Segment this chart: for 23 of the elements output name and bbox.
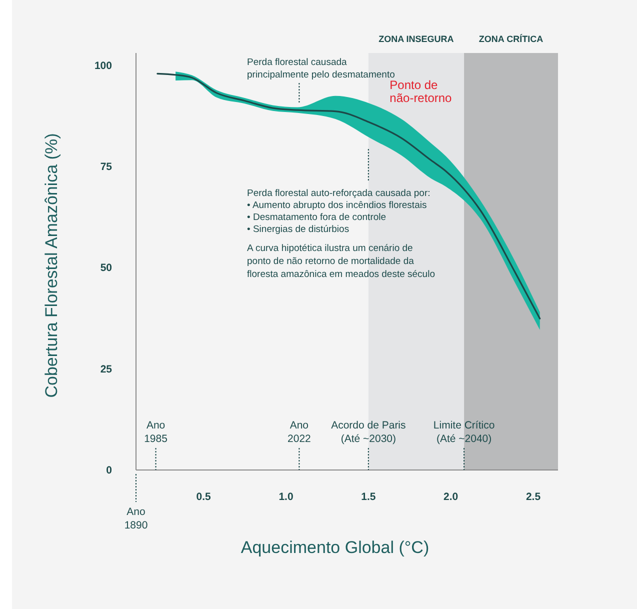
y-tick-label: 50	[100, 262, 112, 274]
x-tick-label: 2.5	[526, 491, 541, 503]
x-tick-label: 1.5	[361, 491, 376, 503]
annotation: Perda florestal auto-reforçada causada por: • Aumento abrupto dos incêndios florestais • Desmatamento fora de controle • Sinergias de distúrbios	[247, 188, 430, 235]
band-label: ZONA INSEGURA	[378, 34, 454, 44]
y-tick-label: 0	[106, 464, 112, 477]
x-axis-title: Aquecimento Global (°C)	[240, 538, 430, 557]
x-tick-label: 0.5	[196, 491, 212, 503]
y-axis-title: Cobertura Florestal Amazônica (%)	[42, 133, 61, 398]
annotation: Ponto de não-retorno	[390, 78, 452, 105]
annotation: A curva hipotética ilustra um cenário de ponto de não retorno de mortalidade da floresta amazônica em meados deste século	[247, 243, 435, 280]
x-tick-label: 2.0	[444, 491, 458, 503]
ref-line-label: Limite Crítico (Até ~2040)	[433, 420, 495, 445]
y-tick-label: 25	[100, 363, 112, 376]
x-tick-label: 1.0	[278, 491, 294, 503]
ref-line-label: Ano 1985	[144, 420, 168, 445]
y-tick-label: 100	[94, 60, 112, 72]
y-tick-label: 75	[100, 161, 112, 174]
ref-line-label: Ano 2022	[288, 420, 312, 445]
ref-line-label: Acordo de Paris (Até ~2030)	[331, 420, 406, 445]
annotation: Perda florestal causada principalmente pelo desmatamento	[247, 57, 395, 80]
ref-line-label: Ano 1890	[124, 506, 148, 532]
band-label: ZONA CRÍTICA	[478, 34, 544, 44]
